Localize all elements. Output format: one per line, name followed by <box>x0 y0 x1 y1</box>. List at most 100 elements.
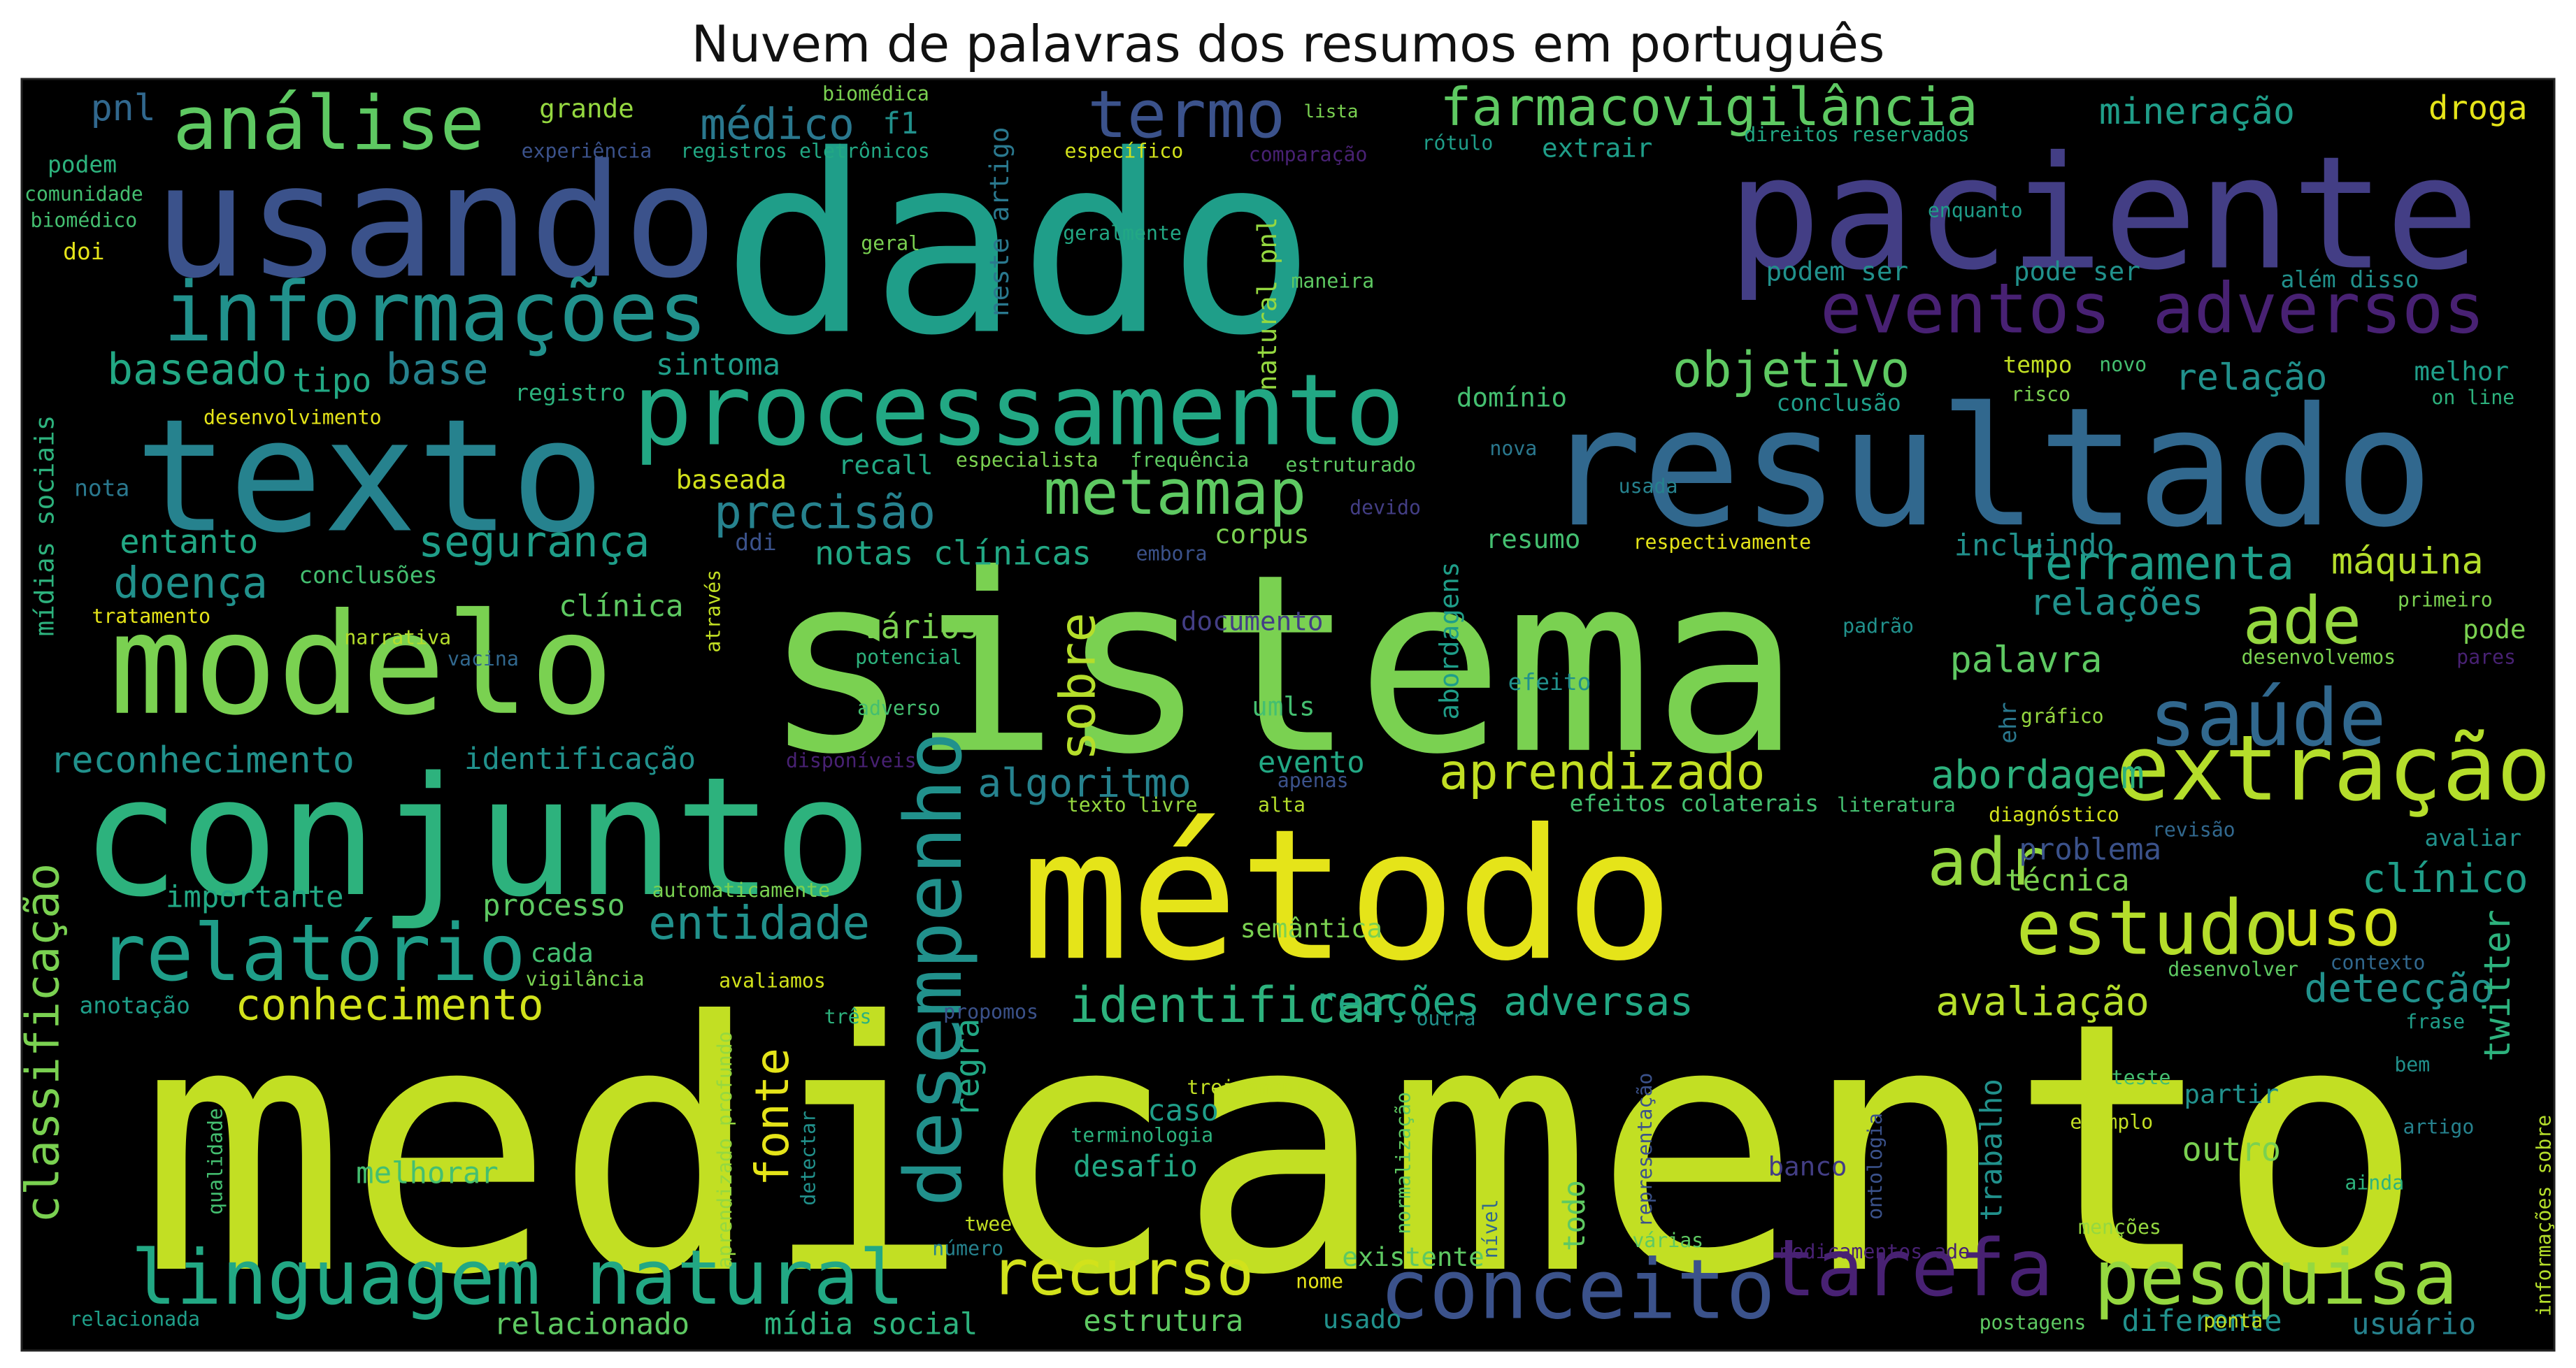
cloud-word: identificação <box>464 742 696 776</box>
cloud-word: exemplo <box>2070 1111 2153 1134</box>
cloud-word: tarefa <box>1768 1222 2053 1314</box>
cloud-word: médico <box>700 100 854 150</box>
cloud-word: nível <box>1479 1199 1502 1258</box>
cloud-word: baseado <box>107 345 287 394</box>
cloud-word: podem <box>48 151 117 178</box>
cloud-word: saúde <box>2149 672 2387 764</box>
cloud-word: on line <box>2431 386 2514 409</box>
cloud-word: registros eletrônicos <box>680 140 929 163</box>
cloud-word: paciente <box>1727 123 2480 305</box>
cloud-word: tratamento <box>92 605 210 628</box>
cloud-word: automaticamente <box>652 879 831 902</box>
cloud-word: partir <box>2184 1079 2279 1109</box>
cloud-word: ehr <box>1994 702 2022 743</box>
cloud-word: conceito <box>1380 1241 1775 1337</box>
cloud-word: medicamento <box>139 949 2424 1351</box>
cloud-word: processamento <box>633 354 1405 468</box>
cloud-word: nome <box>1296 1270 1343 1293</box>
cloud-word: geral <box>861 231 920 254</box>
cloud-word: várias <box>1632 1229 1703 1252</box>
cloud-word: vários <box>861 608 980 647</box>
cloud-word: natural pnl <box>1252 217 1282 391</box>
cloud-word: número <box>932 1237 1003 1260</box>
cloud-word: técnica <box>2005 863 2129 898</box>
cloud-word: comparação <box>1249 143 1368 166</box>
cloud-word: base <box>386 345 489 394</box>
cloud-word: estrutura <box>1083 1304 1243 1338</box>
cloud-word: tempo <box>2003 351 2072 378</box>
cloud-word: representação <box>1633 1073 1656 1227</box>
cloud-word: dado <box>722 103 1316 390</box>
cloud-word: melhorar <box>356 1155 499 1190</box>
cloud-word: documento <box>1181 605 1324 636</box>
cloud-word: anotação <box>79 992 189 1019</box>
cloud-word: maneira <box>1291 269 1374 292</box>
cloud-word: resumo <box>1486 524 1581 554</box>
cloud-word: banco <box>1768 1151 1847 1182</box>
cloud-word: desenvolvimento <box>203 405 382 429</box>
cloud-word: vigilância <box>526 967 645 991</box>
cloud-word: recall <box>838 449 933 480</box>
cloud-word: incluindo <box>1954 528 2115 563</box>
cloud-word: propomos <box>943 1000 1038 1023</box>
cloud-word: outra <box>1417 1007 1476 1030</box>
cloud-word: droga <box>2428 89 2527 128</box>
cloud-word: ferramenta <box>2017 537 2294 591</box>
cloud-word: nova <box>1489 437 1537 460</box>
cloud-word: tweet <box>964 1212 1024 1235</box>
cloud-word: relatório <box>99 907 526 999</box>
cloud-word: três <box>824 1005 872 1028</box>
cloud-word: artigo <box>2403 1116 2474 1139</box>
cloud-word: alta <box>1258 793 1305 816</box>
cloud-word: abordagens <box>1434 561 1465 719</box>
cloud-word: biomédica <box>822 82 929 105</box>
cloud-word: pares <box>2456 646 2516 669</box>
cloud-word: processo <box>482 888 625 922</box>
cloud-word: outro <box>2182 1131 2281 1169</box>
cloud-word: disponíveis <box>786 749 917 772</box>
cloud-word: ade <box>2242 583 2361 659</box>
cloud-word: pnl <box>91 87 156 129</box>
cloud-word: podem ser <box>1766 256 1908 287</box>
cloud-word: existente <box>1342 1241 1484 1272</box>
cloud-word: frase <box>2405 1010 2465 1033</box>
cloud-word: notas clínicas <box>815 534 1092 573</box>
cloud-word: risco <box>2011 383 2070 406</box>
cloud-word: adverso <box>857 696 940 719</box>
cloud-word: f1 <box>882 106 918 141</box>
cloud-word: efeitos colaterais <box>1570 790 1819 817</box>
cloud-word: adr <box>1927 824 2046 900</box>
cloud-word: informações sobre <box>2532 1115 2555 1317</box>
cloud-word: postagens <box>1980 1311 2087 1334</box>
cloud-word: aprendizado profundo <box>713 1031 736 1268</box>
cloud-word: embora <box>1136 542 1208 565</box>
cloud-word: corpus <box>1215 519 1310 549</box>
cloud-word: caso <box>1147 1093 1219 1128</box>
cloud-word: detecção <box>2304 966 2494 1011</box>
cloud-word: qualidade <box>203 1108 227 1215</box>
cloud-word: eventos adversos <box>1820 268 2485 349</box>
cloud-word: semântica <box>1240 913 1382 944</box>
cloud-word: conclusões <box>299 561 437 589</box>
cloud-word: lista <box>1304 101 1359 122</box>
cloud-word: específico <box>1065 140 1184 163</box>
cloud-word: evento <box>1258 745 1365 779</box>
cloud-word: trabalho <box>1975 1079 2009 1221</box>
cloud-word: metamap <box>1043 456 1306 529</box>
cloud-word: geralmente <box>1063 222 1182 245</box>
cloud-word: primeiro <box>2398 588 2493 611</box>
cloud-word: cada <box>530 937 594 968</box>
cloud-word: estudo <box>2016 884 2289 972</box>
cloud-word: neste artigo <box>984 127 1015 317</box>
cloud-word: grande <box>539 93 634 124</box>
cloud-word: frequência <box>1131 449 1250 472</box>
cloud-word: melhor <box>2414 356 2509 387</box>
cloud-word: padrão <box>1842 614 1914 638</box>
cloud-word: algoritmo <box>978 761 1192 806</box>
cloud-word: farmacovigilância <box>1440 76 1978 138</box>
cloud-word: aprendizado <box>1439 744 1766 801</box>
cloud-word: extrair <box>1542 133 1652 164</box>
cloud-word: informações <box>164 264 708 360</box>
cloud-word: avaliar <box>2424 824 2521 851</box>
cloud-word: através <box>701 570 724 653</box>
